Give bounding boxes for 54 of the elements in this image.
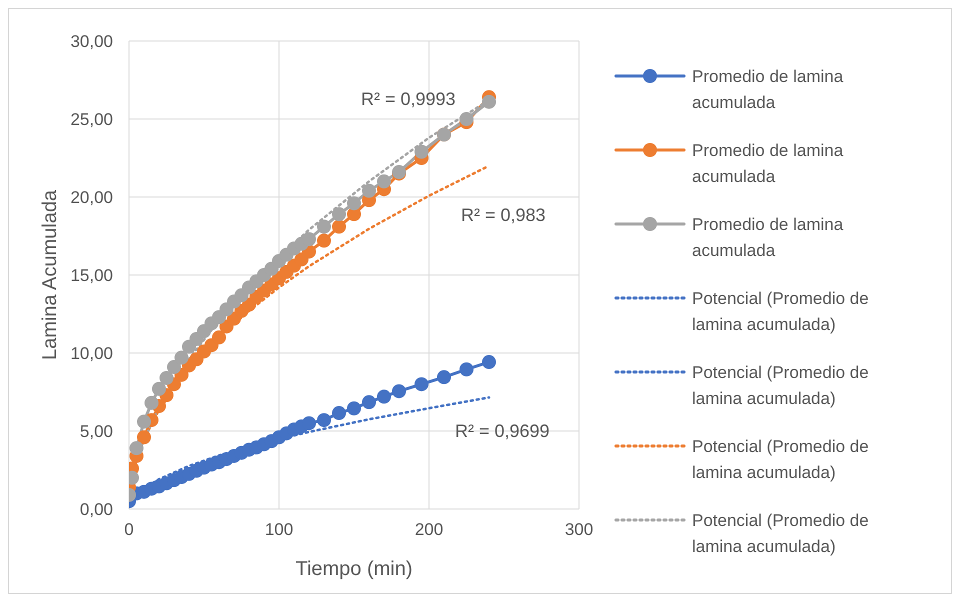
point [317, 413, 331, 428]
point [362, 184, 376, 198]
x-tick-label: 300 [564, 520, 594, 540]
point [152, 382, 166, 396]
x-tick-label: 200 [414, 520, 444, 540]
point [137, 414, 151, 429]
y-axis-title: Lamina Acumulada [39, 189, 62, 360]
legend-label: Potencial (Promedio de lamina acumulada) [692, 288, 870, 336]
point [332, 207, 346, 222]
point [332, 220, 346, 234]
x-tick-label: 100 [264, 520, 294, 540]
point [347, 196, 361, 210]
y-tick-label: 15,00 [70, 266, 113, 286]
legend-label: Potencial (Promedio de lamina acumulada) [692, 362, 870, 410]
point [302, 232, 316, 246]
point [212, 330, 226, 344]
point [377, 390, 391, 404]
point [130, 441, 144, 456]
point [160, 370, 174, 385]
point [167, 360, 181, 374]
point [174, 350, 188, 365]
x-axis-title: Tiempo (min) [295, 558, 413, 580]
point [332, 406, 346, 420]
y-tick-label: 25,00 [70, 110, 113, 130]
legend-label: Potencial (Promedio de lamina acumulada) [692, 510, 870, 558]
legend-label: Potencial (Promedio de lamina acumulada) [692, 436, 870, 484]
point [392, 384, 406, 398]
point [482, 355, 496, 370]
legend-label: Promedio de lamina acumulada [692, 66, 844, 114]
point [317, 234, 331, 248]
point [414, 144, 428, 159]
legend-label: Promedio de lamina acumulada [692, 140, 844, 188]
point [482, 94, 496, 109]
y-tick-label: 30,00 [70, 32, 113, 52]
point [347, 401, 361, 416]
y-tick-label: 10,00 [70, 344, 113, 364]
y-tick-label: 20,00 [70, 188, 113, 208]
point [414, 377, 428, 392]
legend-label: Promedio de lamina acumulada [692, 214, 844, 262]
point [137, 430, 151, 444]
point [362, 395, 376, 410]
point [437, 370, 451, 384]
point [460, 112, 474, 126]
y-tick-label: 0,00 [80, 500, 113, 520]
y-tick-label: 5,00 [80, 422, 113, 442]
x-tick-label: 0 [124, 520, 134, 540]
point [302, 416, 316, 430]
point [317, 220, 331, 234]
point [377, 174, 391, 188]
annotation: R² = 0,9993 [361, 89, 456, 110]
point [460, 362, 474, 376]
annotation: R² = 0,9699 [455, 421, 550, 442]
point [144, 396, 158, 410]
annotation: R² = 0,983 [461, 205, 546, 226]
